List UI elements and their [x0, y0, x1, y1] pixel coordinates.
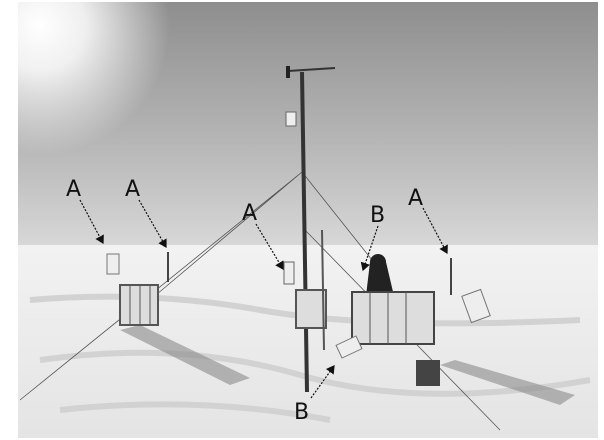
annotation-label: A: [242, 201, 257, 226]
annotation-label: A: [66, 177, 81, 202]
scene: [18, 2, 598, 438]
photo: A A A B A B: [0, 0, 604, 440]
annotation-label: A: [408, 186, 423, 211]
annotation-label: A: [125, 177, 140, 202]
annotation-label: B: [294, 400, 309, 425]
anemometer: [286, 66, 290, 78]
annotation-label: B: [370, 203, 385, 228]
sensor: [286, 112, 296, 126]
sun-glare: [18, 2, 598, 247]
